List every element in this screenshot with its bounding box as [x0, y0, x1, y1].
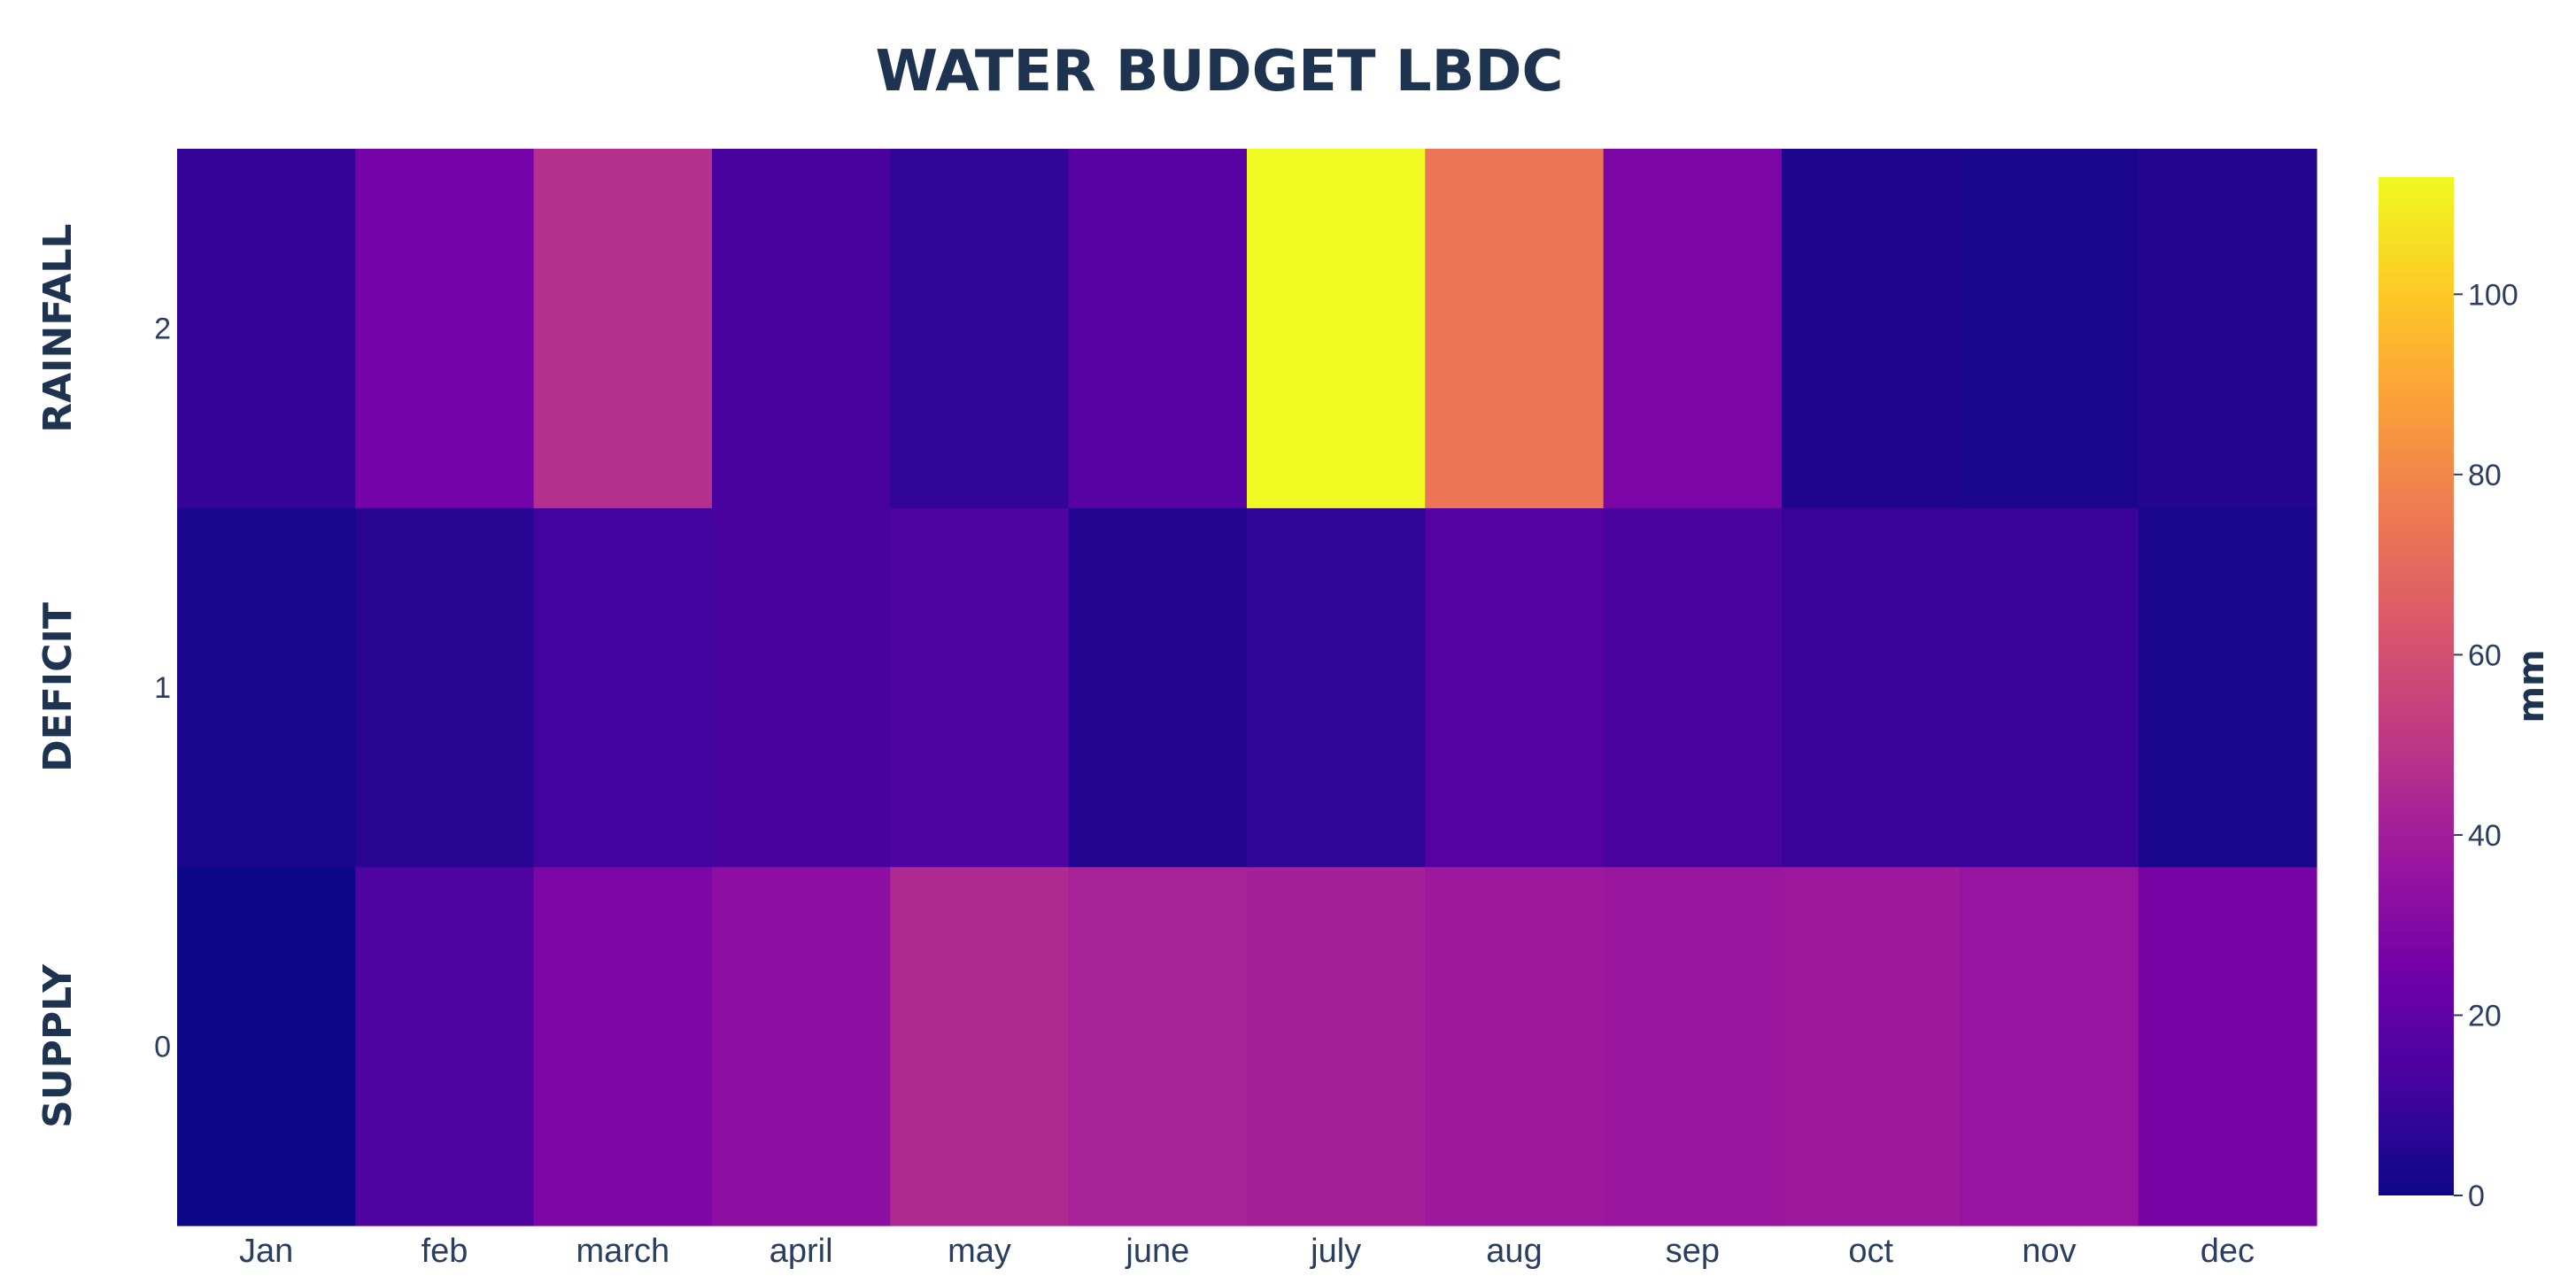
colorbar-tick-label: 20 [2468, 999, 2502, 1033]
heatmap-cell-supply-march [533, 866, 713, 1226]
heatmap-cell-deficit-july [1247, 507, 1426, 868]
heatmap-cell-supply-may [890, 866, 1070, 1226]
colorbar-tick-label: 0 [2468, 1180, 2485, 1213]
heatmap-cell-deficit-march [533, 507, 713, 868]
row-label-supply: SUPPLY [35, 963, 81, 1128]
heatmap-cell-rainfall-jan [177, 149, 356, 508]
x-tick-label: feb [422, 1233, 468, 1270]
heatmap-cell-deficit-jan [177, 507, 356, 868]
colorbar-gradient [2379, 177, 2454, 1195]
heatmap-cell-supply-aug [1425, 866, 1605, 1226]
colorbar-tick-label: 40 [2468, 819, 2502, 853]
colorbar-tick-label: 60 [2468, 638, 2502, 672]
heatmap-cell-rainfall-oct [1782, 149, 1961, 508]
heatmap-cell-rainfall-feb [355, 149, 535, 508]
heatmap-cell-deficit-aug [1425, 507, 1605, 868]
x-tick-label: march [576, 1233, 670, 1270]
heatmap-cell-supply-april [712, 866, 891, 1226]
heatmap-cell-rainfall-july [1247, 149, 1426, 508]
x-tick-label: nov [2022, 1233, 2076, 1270]
x-tick-label: aug [1486, 1233, 1542, 1270]
x-tick-label: oct [1848, 1233, 1893, 1270]
heatmap-cell-supply-oct [1782, 866, 1961, 1226]
heatmap-cell-deficit-may [890, 507, 1070, 868]
x-tick-label: july [1310, 1233, 1361, 1270]
x-tick-label: april [770, 1233, 833, 1270]
colorbar-ticks: 0 20 40 60 80 100 [2454, 278, 2518, 1213]
heatmap-cell-deficit-april [712, 507, 891, 868]
row-label-rainfall: RAINFALL [35, 224, 81, 433]
heatmap-cell-supply-jan [177, 866, 356, 1226]
x-tick-label: june [1125, 1233, 1189, 1270]
heatmap-cell-rainfall-march [533, 149, 713, 508]
colorbar: 0 20 40 60 80 100 mm [2379, 177, 2552, 1213]
heatmap-cell-rainfall-aug [1425, 149, 1605, 508]
heatmap-cell-supply-sep [1603, 866, 1783, 1226]
heatmap-cell-deficit-oct [1782, 507, 1961, 868]
heatmap-cell-supply-july [1247, 866, 1426, 1226]
y-tick-label: 2 [154, 313, 171, 346]
colorbar-title: mm [2511, 649, 2552, 723]
heatmap-cell-rainfall-may [890, 149, 1070, 508]
heatmap-cell-deficit-june [1068, 507, 1248, 868]
heatmap-cell-rainfall-dec [2138, 149, 2317, 508]
heatmap-cell-supply-dec [2138, 866, 2317, 1226]
y-tick-label: 0 [154, 1030, 171, 1064]
heatmap-cell-deficit-nov [1960, 507, 2139, 868]
x-tick-label: Jan [239, 1233, 293, 1270]
colorbar-tick-label: 80 [2468, 459, 2502, 492]
heatmap-cell-rainfall-april [712, 149, 891, 508]
heatmap-cell-rainfall-sep [1603, 149, 1783, 508]
heatmap-cell-supply-feb [355, 866, 535, 1226]
heatmap-cell-deficit-dec [2138, 507, 2317, 868]
chart-title: WATER BUDGET LBDC [876, 39, 1564, 104]
heatmap-cells [177, 149, 2317, 1226]
heatmap-cell-supply-nov [1960, 866, 2139, 1226]
x-tick-label: may [948, 1233, 1011, 1270]
row-label-deficit: DEFICIT [35, 602, 81, 772]
heatmap-cell-supply-june [1068, 866, 1248, 1226]
heatmap-cell-deficit-sep [1603, 507, 1783, 868]
heatmap-cell-rainfall-nov [1960, 149, 2139, 508]
heatmap-cell-deficit-feb [355, 507, 535, 868]
y-axis-ticks: 0 1 2 [154, 313, 171, 1064]
colorbar-tick-label: 100 [2468, 278, 2518, 312]
x-tick-label: dec [2201, 1233, 2255, 1270]
row-labels: SUPPLY DEFICIT RAINFALL [35, 224, 81, 1128]
y-tick-label: 1 [154, 671, 171, 705]
x-tick-label: sep [1666, 1233, 1720, 1270]
heatmap-cell-rainfall-june [1068, 149, 1248, 508]
x-axis-ticks: Jan feb march april may june july aug sep oct nov d… [239, 1233, 2255, 1270]
